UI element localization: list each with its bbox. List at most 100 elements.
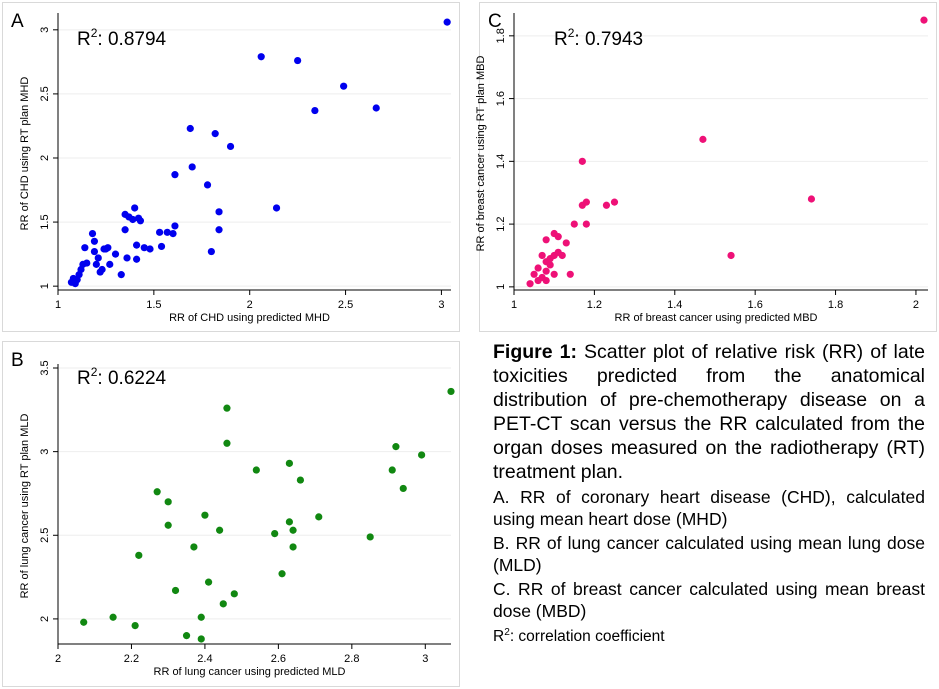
data-point xyxy=(131,204,139,212)
data-point xyxy=(98,265,106,274)
caption-title-bold: Figure 1: xyxy=(493,341,577,363)
data-point xyxy=(542,236,550,244)
data-point xyxy=(257,53,265,61)
y-tick-label: 2.5 xyxy=(39,528,51,543)
data-point xyxy=(133,241,141,249)
panel-label: B xyxy=(11,350,24,371)
data-point xyxy=(582,198,590,206)
data-point xyxy=(727,251,735,260)
data-point xyxy=(443,18,451,26)
x-axis-label: RR of breast cancer using predicted MBD xyxy=(615,312,818,324)
y-tick-label: 3 xyxy=(39,27,51,33)
data-point xyxy=(207,247,215,256)
data-point xyxy=(271,530,279,538)
data-point xyxy=(171,586,180,595)
data-point xyxy=(578,157,586,165)
r2-prefix: R xyxy=(77,368,91,389)
y-tick-label: 2.5 xyxy=(39,86,51,101)
figure-caption: Figure 1: Scatter plot of relative risk … xyxy=(493,340,925,648)
data-point xyxy=(311,106,319,115)
y-axis-label: RR of lung cancer using RT plan MLD xyxy=(19,414,31,599)
data-point xyxy=(164,521,172,529)
data-point xyxy=(550,270,558,278)
caption-note: R2: correlation coefficient xyxy=(493,626,925,648)
data-point xyxy=(171,222,179,230)
x-tick-label: 1.2 xyxy=(587,299,602,311)
r2-annotation: R2: 0.7943 xyxy=(554,26,643,50)
data-point xyxy=(530,270,538,278)
r2-superscript: 2 xyxy=(568,26,575,40)
data-point xyxy=(215,208,223,216)
data-point xyxy=(211,130,219,138)
x-tick-label: 2.2 xyxy=(124,653,139,665)
data-point xyxy=(81,244,89,252)
data-point xyxy=(582,220,590,228)
data-point xyxy=(197,613,205,621)
scatter-plot-b: 2 2.2 2.4 2.6 2.8 3 2 2.5 3 3.5 RR of lung cancer … xyxy=(11,350,455,678)
data-point xyxy=(201,511,209,519)
data-point xyxy=(123,254,131,262)
data-point xyxy=(566,270,574,278)
data-point xyxy=(83,259,91,267)
x-tick-label: 2.6 xyxy=(271,653,286,665)
data-point xyxy=(216,526,224,534)
data-point xyxy=(90,247,99,256)
data-point xyxy=(80,618,88,626)
caption-title: Figure 1: Scatter plot of relative risk … xyxy=(493,340,925,484)
data-point xyxy=(272,204,281,212)
data-point xyxy=(129,215,137,224)
data-point xyxy=(570,220,578,228)
r2-prefix: R xyxy=(554,29,568,50)
data-point xyxy=(197,635,205,643)
data-point xyxy=(226,142,235,151)
data-point xyxy=(157,242,166,251)
data-point xyxy=(204,578,213,586)
y-tick-label: 1.5 xyxy=(39,214,51,229)
data-point xyxy=(94,254,102,262)
panel-label: A xyxy=(11,11,24,32)
y-tick-label: 1.8 xyxy=(495,28,507,43)
scatter-plot-c: 1 1.2 1.4 1.6 1.8 2 1 1.2 1.4 1.6 1.8 RR of breast … xyxy=(475,11,928,324)
data-point xyxy=(104,244,112,252)
r2-superscript: 2 xyxy=(91,26,98,40)
x-tick-label: 3 xyxy=(438,299,444,311)
data-point xyxy=(188,163,196,171)
y-tick-label: 1.6 xyxy=(495,91,507,106)
caption-title-text: Scatter plot of relative risk (RR) of la… xyxy=(493,341,925,483)
data-point xyxy=(164,498,172,506)
y-axis-label: RR of breast cancer using RT plan MBD xyxy=(475,56,487,252)
data-point xyxy=(90,237,99,245)
data-point xyxy=(156,228,164,236)
x-axis-label: RR of lung cancer using predicted MLD xyxy=(154,666,346,678)
y-tick-label: 1.4 xyxy=(495,154,507,169)
x-tick-label: 2.5 xyxy=(338,299,353,311)
data-point xyxy=(133,255,141,263)
data-point xyxy=(920,16,928,24)
data-point xyxy=(153,488,161,496)
data-point xyxy=(171,171,179,179)
x-tick-label: 2 xyxy=(913,299,919,311)
data-point xyxy=(140,244,148,252)
data-point xyxy=(289,526,297,534)
x-axis-label: RR of CHD using predicted MHD xyxy=(169,312,330,324)
data-point xyxy=(186,124,194,133)
data-point xyxy=(169,230,177,238)
data-point xyxy=(538,251,546,260)
data-point xyxy=(190,543,198,551)
data-point xyxy=(366,533,374,541)
data-point xyxy=(92,260,100,268)
data-point xyxy=(554,233,562,241)
r2-superscript: 2 xyxy=(91,365,98,379)
caption-note-sup: 2 xyxy=(504,626,510,638)
y-tick-label: 2 xyxy=(39,616,51,622)
data-point xyxy=(131,622,139,630)
x-tick-label: 2.4 xyxy=(197,653,212,665)
data-point xyxy=(534,264,542,272)
data-point xyxy=(699,135,707,143)
data-point xyxy=(542,267,550,275)
data-point xyxy=(117,271,125,279)
data-point xyxy=(392,443,400,451)
x-tick-label: 1 xyxy=(511,299,517,311)
data-point xyxy=(230,590,238,598)
data-point xyxy=(285,518,293,526)
